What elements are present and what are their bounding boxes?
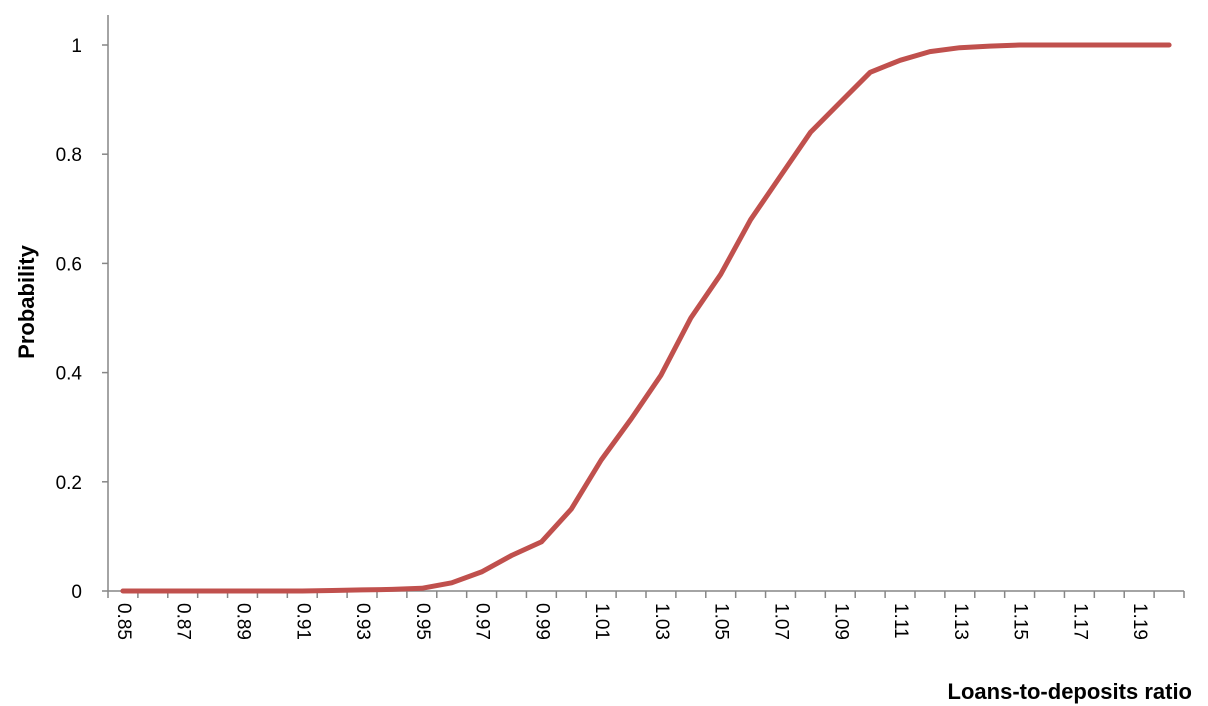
x-tick-label: 1.15 bbox=[1010, 603, 1031, 640]
x-tick-label: 0.89 bbox=[232, 603, 253, 640]
x-tick-label: 1.03 bbox=[651, 603, 672, 640]
y-tick-label: 0 bbox=[71, 582, 82, 603]
y-axis: 0 0.2 0.4 0.6 0.8 1 bbox=[56, 15, 109, 603]
y-axis-title: Probability bbox=[14, 244, 39, 358]
x-tick-label: 1.05 bbox=[711, 603, 732, 640]
x-tick-label: 1.07 bbox=[770, 603, 791, 640]
y-tick-label: 0.8 bbox=[56, 145, 82, 166]
y-tick-label: 0.6 bbox=[56, 254, 82, 275]
x-tick-label: 0.87 bbox=[173, 603, 194, 640]
x-tick-label: 1.11 bbox=[890, 603, 911, 639]
y-tick-label: 1 bbox=[71, 36, 82, 57]
series-line bbox=[120, 42, 1172, 594]
x-tick-label: 0.99 bbox=[531, 603, 552, 640]
x-axis: 0.85 0.87 0.89 0.91 0.93 0.95 0.97 0.99 1.01 1.03… bbox=[107, 590, 1185, 640]
x-tick-label: 1.17 bbox=[1069, 603, 1090, 640]
x-tick-label: 0.97 bbox=[472, 603, 493, 640]
x-tick-label: 0.93 bbox=[352, 603, 373, 640]
x-tick-label: 1.01 bbox=[591, 603, 612, 640]
x-tick-label: 1.19 bbox=[1129, 603, 1150, 640]
x-tick-label: 0.95 bbox=[412, 603, 433, 640]
x-axis-title: Loans-to-deposits ratio bbox=[948, 679, 1192, 704]
plot-area bbox=[120, 42, 1172, 594]
x-tick-label: 0.85 bbox=[113, 603, 134, 640]
x-tick-label: 1.13 bbox=[950, 603, 971, 640]
y-tick-label: 0.2 bbox=[56, 473, 82, 494]
x-tick-label: 1.09 bbox=[830, 603, 851, 640]
x-tick-label: 0.91 bbox=[292, 603, 313, 640]
y-tick-label: 0.4 bbox=[56, 364, 83, 385]
